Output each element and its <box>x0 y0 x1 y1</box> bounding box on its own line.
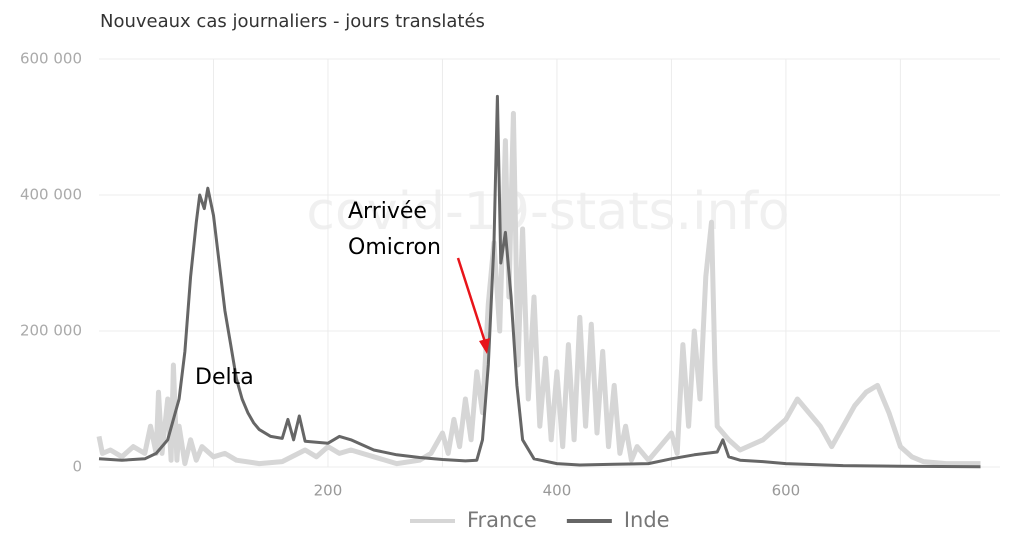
annotation: Arrivée <box>348 199 427 224</box>
annotation: Delta <box>195 365 254 390</box>
y-tick-label: 600 000 <box>20 50 82 68</box>
annotation: Omicron <box>348 235 441 260</box>
legend: France Inde <box>410 508 670 532</box>
arrow-head <box>479 338 490 354</box>
plot-area: 200 400 600 0 200 000 400 000 600 000 <box>20 50 1000 500</box>
y-tick-label: 0 <box>72 458 82 476</box>
x-tick-label: 200 <box>314 482 343 500</box>
chart-title: Nouveaux cas journaliers - jours transla… <box>100 11 485 32</box>
series-line <box>96 110 981 467</box>
legend-label: Inde <box>624 508 670 532</box>
x-tick-label: 400 <box>543 482 572 500</box>
y-tick-label: 200 000 <box>20 322 82 340</box>
legend-label: France <box>467 508 537 532</box>
x-tick-label: 600 <box>772 482 801 500</box>
series-line <box>98 94 981 469</box>
y-tick-label: 400 000 <box>20 186 82 204</box>
annotation-arrow <box>456 257 487 343</box>
